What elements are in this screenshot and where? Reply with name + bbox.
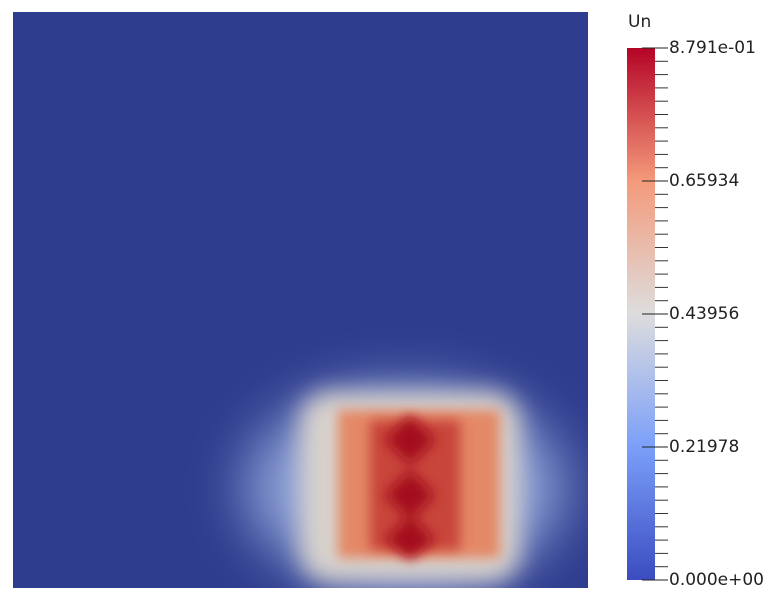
tick-label: 0.21978 bbox=[669, 437, 739, 457]
tick-label: 8.791e-01 bbox=[669, 38, 756, 58]
tick-label: 0.65934 bbox=[669, 171, 739, 191]
color-bar-title: Un bbox=[628, 12, 651, 32]
field-plot bbox=[13, 12, 588, 588]
tick-label: 0.000e+00 bbox=[669, 570, 764, 590]
tick-label: 0.43956 bbox=[669, 304, 739, 324]
color-bar: Un 8.791e-01 0.65934 0.43956 0.21978 0.000e+… bbox=[627, 12, 764, 590]
